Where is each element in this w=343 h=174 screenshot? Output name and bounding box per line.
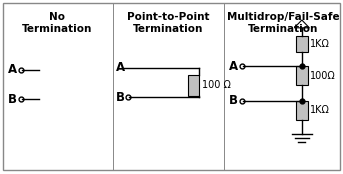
Text: Point-to-Point
Termination: Point-to-Point Termination xyxy=(127,12,209,34)
Bar xyxy=(296,36,308,52)
Text: B: B xyxy=(229,94,238,107)
Text: No
Termination: No Termination xyxy=(21,12,92,34)
Text: 100 Ω: 100 Ω xyxy=(202,80,230,90)
Text: A: A xyxy=(229,60,238,73)
Text: Multidrop/Fail-Safe
Termination: Multidrop/Fail-Safe Termination xyxy=(227,12,340,34)
Text: B: B xyxy=(8,93,16,106)
Text: 1KΩ: 1KΩ xyxy=(310,39,330,49)
Bar xyxy=(188,75,199,96)
Polygon shape xyxy=(294,20,309,28)
Text: A: A xyxy=(8,63,17,76)
Text: 1KΩ: 1KΩ xyxy=(310,105,330,116)
Text: B: B xyxy=(116,91,125,104)
Bar xyxy=(296,101,308,120)
Bar xyxy=(296,66,308,85)
Text: A: A xyxy=(116,61,125,74)
Text: 100Ω: 100Ω xyxy=(310,71,335,81)
